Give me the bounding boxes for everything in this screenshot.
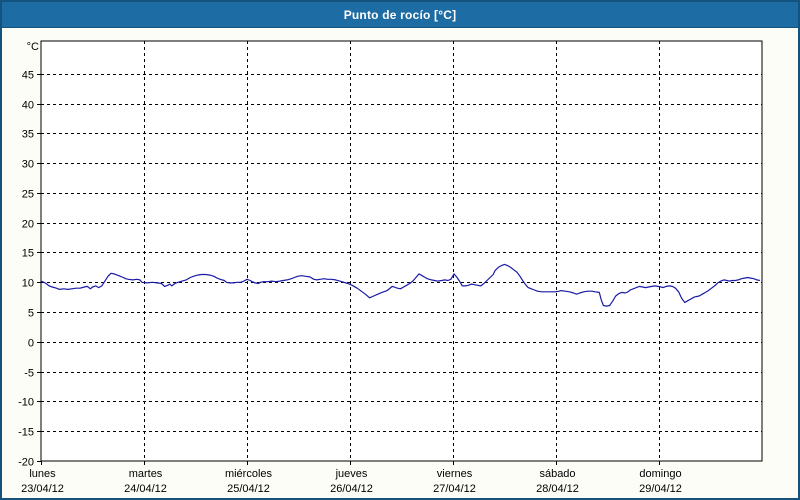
x-date-label: 26/04/12 [330, 483, 373, 495]
y-tick-label: 35 [22, 129, 34, 141]
chart-area: 45 40 35 30 25 20 15 10 5 0 -5 -10 -15 -20 °C lunes 23/0… [2, 28, 798, 498]
x-day-label: miércoles [225, 468, 273, 480]
y-axis-unit-label: °C [27, 41, 39, 53]
y-tick-label: -20 [18, 457, 34, 469]
x-day-label: martes [129, 468, 163, 480]
dew-point-series-line [40, 263, 761, 307]
x-day-label: lunes [29, 468, 56, 480]
y-tick-label: -15 [18, 427, 34, 439]
y-tick-label: 45 [22, 70, 34, 82]
y-tick-label: 15 [22, 248, 34, 260]
x-day-label: sábado [539, 468, 575, 480]
y-tick-label: 10 [22, 278, 34, 290]
x-day-label: domingo [639, 468, 681, 480]
x-date-label: 29/04/12 [639, 483, 682, 495]
y-tick-label: -5 [24, 368, 34, 380]
y-tick-label: 25 [22, 189, 34, 201]
x-date-label: 28/04/12 [536, 483, 579, 495]
x-date-label: 25/04/12 [227, 483, 270, 495]
chart-title-bar: Punto de rocío [°C] [2, 2, 798, 28]
y-tick-label: -10 [18, 397, 34, 409]
chart-title: Punto de rocío [°C] [343, 7, 457, 22]
x-day-label: jueves [335, 468, 368, 480]
y-tick-label: 40 [22, 100, 34, 112]
y-tick-label: 0 [28, 338, 34, 350]
dew-point-line-chart: 45 40 35 30 25 20 15 10 5 0 -5 -10 -15 -20 °C lunes 23/0… [18, 40, 763, 495]
y-tick-label: 30 [22, 159, 34, 171]
x-date-label: 24/04/12 [124, 483, 167, 495]
plot-frame [40, 40, 763, 462]
x-date-label: 27/04/12 [433, 483, 476, 495]
x-day-label: viernes [437, 468, 473, 480]
x-date-label: 23/04/12 [21, 483, 64, 495]
y-tick-label: 20 [22, 219, 34, 231]
y-tick-label: 5 [28, 308, 34, 320]
